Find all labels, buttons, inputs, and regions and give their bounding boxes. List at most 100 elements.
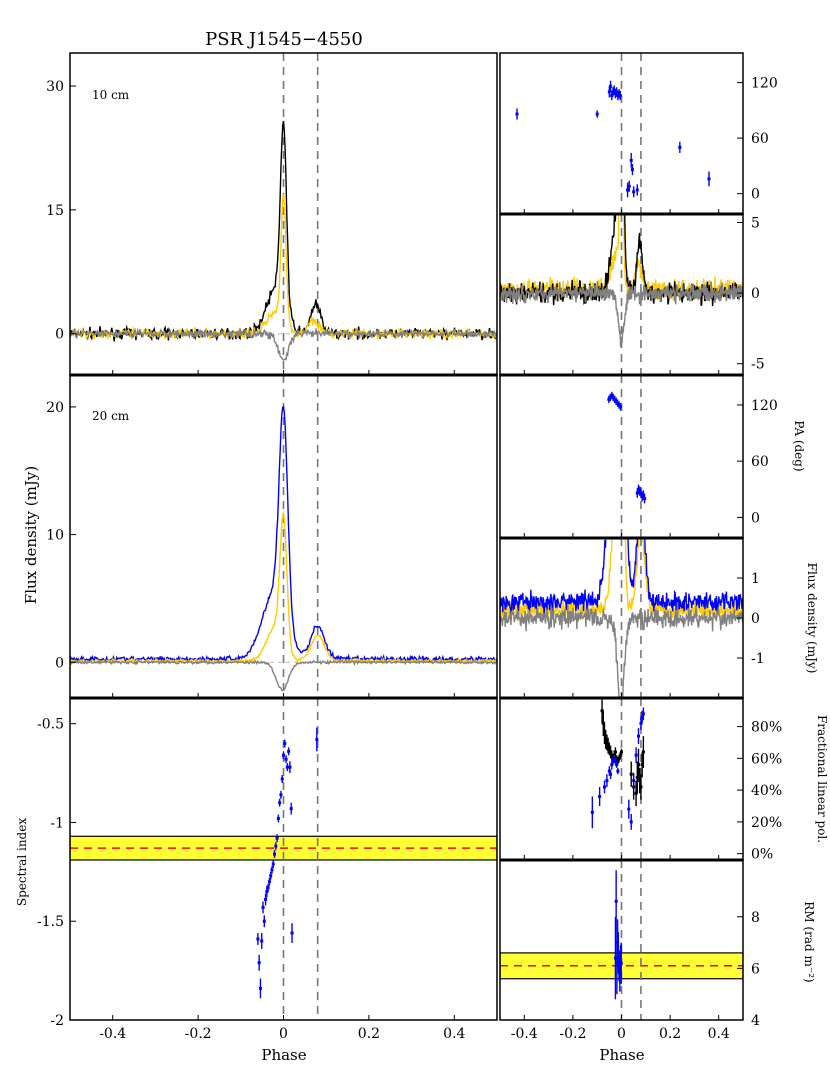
fractional-pol-20cm-point — [634, 753, 638, 757]
spectral-index-point — [280, 777, 284, 781]
ytick-label: 60% — [751, 751, 782, 767]
fractional-pol-10cm-point — [617, 756, 621, 760]
fractional-pol-20cm-point — [615, 763, 619, 767]
spectral-index-point — [279, 793, 283, 797]
fractional-pol-20cm-point — [605, 779, 609, 783]
spectral-index-point — [261, 905, 265, 909]
pa-20cm-point — [641, 493, 645, 497]
ytick-label: 0% — [751, 847, 773, 863]
fractional-pol-20cm-point — [616, 769, 620, 773]
rm-point — [619, 961, 623, 965]
rm-point — [614, 899, 618, 903]
fractional-pol-10cm-point — [629, 772, 633, 776]
ytick-label: 20 — [46, 400, 64, 416]
spectral-index-point — [256, 937, 260, 941]
fractional-pol-20cm-point — [610, 763, 614, 767]
spectral-index-point — [258, 986, 262, 990]
rm-point — [613, 956, 617, 960]
pa-20cm-point — [613, 397, 617, 401]
pa-10cm-point — [595, 112, 599, 116]
profile-20cm-plot-area — [70, 375, 497, 698]
spectral-index-point — [285, 765, 289, 769]
spectral-index-point — [282, 753, 285, 757]
pa-20cm-point — [640, 495, 644, 499]
pa-20cm-point — [639, 491, 643, 495]
fractional-pol-20cm-point — [609, 772, 613, 776]
pa-10cm-point — [611, 90, 615, 94]
xtick-label: 0.4 — [443, 1026, 465, 1042]
rm-point — [619, 959, 623, 963]
fractional-pol-10cm-point — [620, 750, 623, 754]
ytick-label: -1 — [50, 815, 64, 831]
zoom-20cm-series-I — [500, 538, 743, 616]
pa-10cm-point — [678, 145, 682, 149]
xtick-label: 0 — [617, 1026, 626, 1042]
rm-frame — [499, 859, 744, 1021]
zoom-10cm-plot-area — [500, 214, 743, 375]
spectral-index-point — [270, 868, 274, 872]
rm-point — [616, 941, 620, 945]
ytick-label: -1 — [751, 651, 765, 667]
spectral-index-point — [287, 749, 291, 753]
pa-10cm-plot-area — [515, 53, 711, 214]
pa-20cm-point — [616, 401, 620, 405]
pa-20cm-point — [643, 497, 647, 501]
profile-20cm-series-V — [70, 658, 497, 692]
ytick-label: -1.5 — [37, 914, 64, 930]
ytick-label: 10 — [46, 528, 64, 544]
fractional-pol-20cm-point — [590, 810, 594, 814]
zoom-10cm-series-V — [500, 281, 743, 348]
xtick-label: 0.2 — [358, 1026, 380, 1042]
pa-20cm-point — [635, 491, 639, 495]
fractional-pol-20cm-point — [627, 807, 631, 811]
fractional-pol-10cm-point — [604, 737, 608, 741]
spectral-index-point — [283, 741, 287, 745]
ytick-label: 30 — [46, 79, 64, 95]
pa-10cm-point — [627, 184, 631, 188]
pa-10cm-point — [707, 177, 711, 181]
ytick-label: 6 — [751, 961, 760, 977]
rm-ylabel: RM (rad m⁻²) — [802, 901, 816, 982]
fractional-pol-20cm-point — [602, 785, 606, 789]
ytick-label: -5 — [751, 357, 765, 373]
fractional-pol-10cm-point — [602, 731, 606, 735]
spectral-index-point — [276, 817, 280, 821]
pa-10cm-point — [617, 92, 621, 96]
pa-10cm-point — [626, 188, 630, 192]
spectral-index-point — [257, 961, 261, 965]
xtick-label: 0 — [279, 1026, 288, 1042]
fractional-pol-10cm-point — [616, 760, 620, 764]
pa-10cm-point — [630, 168, 634, 172]
pa-ylabel: PA (deg) — [792, 420, 806, 471]
spectral-index-point — [284, 757, 288, 761]
fractional-pol-20cm-point — [629, 820, 633, 824]
right-xlabel: Phase — [599, 1046, 644, 1064]
fractional-pol-ylabel: Fractional linear pol. — [815, 715, 829, 843]
profile-20cm-panel: 0 10 20 — [46, 374, 498, 699]
ytick-label: -2 — [50, 1013, 64, 1029]
flux-density-ylabel: Flux density (mJy) — [22, 466, 40, 604]
pa-10cm-point — [618, 94, 622, 98]
spectral-index-point — [271, 862, 275, 866]
fractional-pol-20cm-point — [632, 779, 636, 783]
pa-20cm-point — [617, 403, 621, 407]
pa-20cm-point — [611, 395, 615, 399]
rm-panel: 4 6 8 -0.4 -0.2 0 0.2 0.4 — [499, 859, 760, 1042]
fractional-pol-10cm-point — [610, 753, 614, 757]
left-xlabel: Phase — [261, 1046, 306, 1064]
pa-20cm-point — [637, 487, 641, 491]
fractional-pol-panel: 0% 20% 40% 60% 80% — [499, 697, 782, 863]
pa-20cm-panel: 0 60 120 — [499, 374, 778, 539]
rm-point — [615, 961, 619, 965]
spectral-index-point — [288, 765, 292, 769]
spectral-index-point — [275, 836, 279, 840]
fractional-pol-20cm-point — [641, 712, 645, 716]
label-10cm: 10 cm — [92, 88, 130, 102]
figure-title: PSR J1545−4550 — [205, 29, 363, 50]
spectral-index-point — [274, 844, 278, 848]
fractional-pol-20cm-point — [607, 769, 611, 773]
fractional-pol-10cm-point — [600, 709, 604, 713]
fractional-pol-10cm-point — [638, 779, 642, 783]
fractional-pol-10cm-point — [639, 785, 643, 789]
flux-density-right-ylabel: Flux density (mJy) — [805, 563, 819, 674]
